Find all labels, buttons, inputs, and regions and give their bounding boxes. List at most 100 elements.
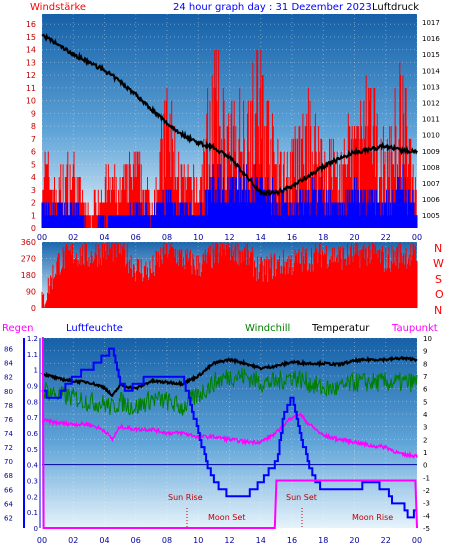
x-tick-label: 00 <box>37 536 47 545</box>
pressure-y-tick-label: 1005 <box>422 212 440 220</box>
legend-windchill: Windchill <box>245 323 290 334</box>
pressure-line <box>41 32 418 198</box>
pressure-y-tick-label: 1007 <box>422 180 440 188</box>
temperature-y-tick-label: 9 <box>423 348 427 356</box>
humidity-y-tick-label: 70 <box>4 458 13 466</box>
pressure-y-tick-label: 1014 <box>422 67 440 75</box>
temperature-y-tick-label: 4 <box>423 411 428 419</box>
wind-y-tick-label: 5 <box>31 160 36 169</box>
pressure-y-tick-label: 1009 <box>422 148 440 156</box>
humidity-y-tick-label: 72 <box>4 444 13 452</box>
x-tick-label: 06 <box>131 536 141 545</box>
compass-o: O <box>435 288 444 301</box>
compass-n-top: N <box>434 242 442 255</box>
temperature-y-tick-label: -3 <box>423 500 430 508</box>
axis-tick-labels: 00 02 04 06 08 10 12 14 16 18 20 22 0001234567891011… <box>4 19 440 545</box>
direction-y-tick-label: 90 <box>26 288 36 297</box>
humidity-y-tick-label: 68 <box>4 472 13 480</box>
x-tick-label: 04 <box>99 536 109 545</box>
chart-title: 24 hour graph day : 31 Dezember 2023 <box>173 2 372 13</box>
x-tick-label: 10 <box>193 233 203 242</box>
annotation-moon-rise: Moon Rise <box>352 513 393 522</box>
wind-y-tick-label: 11 <box>26 84 36 93</box>
pressure-y-tick-label: 1013 <box>422 83 440 91</box>
temperature-y-tick-label: -2 <box>423 487 430 495</box>
humidity-y-tick-label: 76 <box>4 416 13 424</box>
wind-direction-marks <box>41 242 418 308</box>
temperature-y-tick-label: 1 <box>423 449 427 457</box>
annotation-sun-set: Sun Set <box>286 493 317 502</box>
x-tick-label: 22 <box>381 233 391 242</box>
wind-pressure-marks <box>41 32 418 228</box>
wind-y-tick-label: 0 <box>31 224 36 233</box>
temperature-y-tick-label: 0 <box>423 462 427 470</box>
x-tick-label: 06 <box>131 233 141 242</box>
wind-y-tick-label: 12 <box>26 71 36 80</box>
wind-y-tick-label: 1 <box>31 211 36 220</box>
wind-y-tick-label: 3 <box>31 186 36 195</box>
legend-dewpoint: Taupunkt <box>391 323 438 334</box>
header-right-label: Luftdruck <box>372 2 419 13</box>
x-tick-label: 14 <box>256 233 266 242</box>
x-tick-label: 20 <box>349 536 359 545</box>
direction-y-tick-label: 0 <box>31 304 36 313</box>
x-tick-label: 02 <box>68 233 78 242</box>
temperature-y-tick-label: 10 <box>423 335 432 343</box>
pressure-y-tick-label: 1010 <box>422 132 440 140</box>
rain-y-tick-label: 0.5 <box>27 446 38 454</box>
x-tick-label: 20 <box>349 233 359 242</box>
direction-y-tick-label: 180 <box>21 271 36 280</box>
header-left-label: Windstärke <box>30 2 86 13</box>
x-tick-label: 16 <box>287 233 297 242</box>
humidity-y-tick-label: 64 <box>4 500 13 508</box>
humidity-y-tick-label: 78 <box>4 402 13 410</box>
rain-y-tick-label: 0.2 <box>27 493 38 501</box>
pressure-y-tick-label: 1017 <box>422 19 440 27</box>
legend-temperature: Temperatur <box>311 323 370 334</box>
rain-y-tick-label: 0 <box>34 525 38 533</box>
wind-y-tick-label: 13 <box>26 58 36 67</box>
compass-w: W <box>433 257 444 270</box>
wind-y-tick-label: 7 <box>31 135 36 144</box>
rain-y-tick-label: 1.2 <box>27 335 38 343</box>
humidity-y-tick-label: 74 <box>4 430 13 438</box>
rain-y-tick-label: 1.1 <box>27 351 38 359</box>
wind-y-tick-label: 10 <box>26 97 36 106</box>
temperature-y-tick-label: 7 <box>423 373 427 381</box>
humidity-y-tick-label: 80 <box>4 388 13 396</box>
wind-direction-bars <box>41 242 418 308</box>
x-tick-label: 16 <box>287 536 297 545</box>
temperature-y-tick-label: 8 <box>423 360 427 368</box>
rain-y-tick-label: 0.3 <box>27 478 38 486</box>
wind-y-tick-label: 14 <box>26 46 36 55</box>
humidity-y-tick-label: 82 <box>4 374 13 382</box>
windchill-line <box>41 367 418 416</box>
annotation-moon-set: Moon Set <box>208 513 245 522</box>
temperature-y-tick-label: 2 <box>423 436 427 444</box>
direction-y-tick-label: 360 <box>21 238 36 247</box>
wind-y-tick-label: 9 <box>31 109 36 118</box>
rain-y-tick-label: 0.8 <box>27 398 38 406</box>
pressure-y-tick-label: 1006 <box>422 196 440 204</box>
humidity-y-tick-label: 66 <box>4 486 13 494</box>
wind-y-tick-label: 16 <box>26 20 36 29</box>
temperature-marks <box>41 337 418 529</box>
temperature-y-tick-label: -5 <box>423 525 430 533</box>
x-tick-label: 10 <box>193 536 203 545</box>
rain-y-tick-label: 0.1 <box>27 509 38 517</box>
humidity-y-tick-label: 62 <box>4 514 13 522</box>
rain-y-tick-label: 0.9 <box>27 383 38 391</box>
x-tick-label: 14 <box>256 536 266 545</box>
compass-n-bottom: N <box>434 304 442 317</box>
compass-labels: N W S O N <box>433 242 444 317</box>
x-tick-label: 12 <box>224 233 234 242</box>
temperature-y-tick-label: 5 <box>423 398 427 406</box>
wind-y-tick-label: 4 <box>31 173 36 182</box>
wind-y-tick-label: 2 <box>31 199 36 208</box>
dewpoint-line <box>41 412 418 459</box>
x-tick-label: 22 <box>381 536 391 545</box>
temperature-line <box>41 355 418 398</box>
wind-y-tick-label: 6 <box>31 148 36 157</box>
wind-y-tick-label: 8 <box>31 122 36 131</box>
